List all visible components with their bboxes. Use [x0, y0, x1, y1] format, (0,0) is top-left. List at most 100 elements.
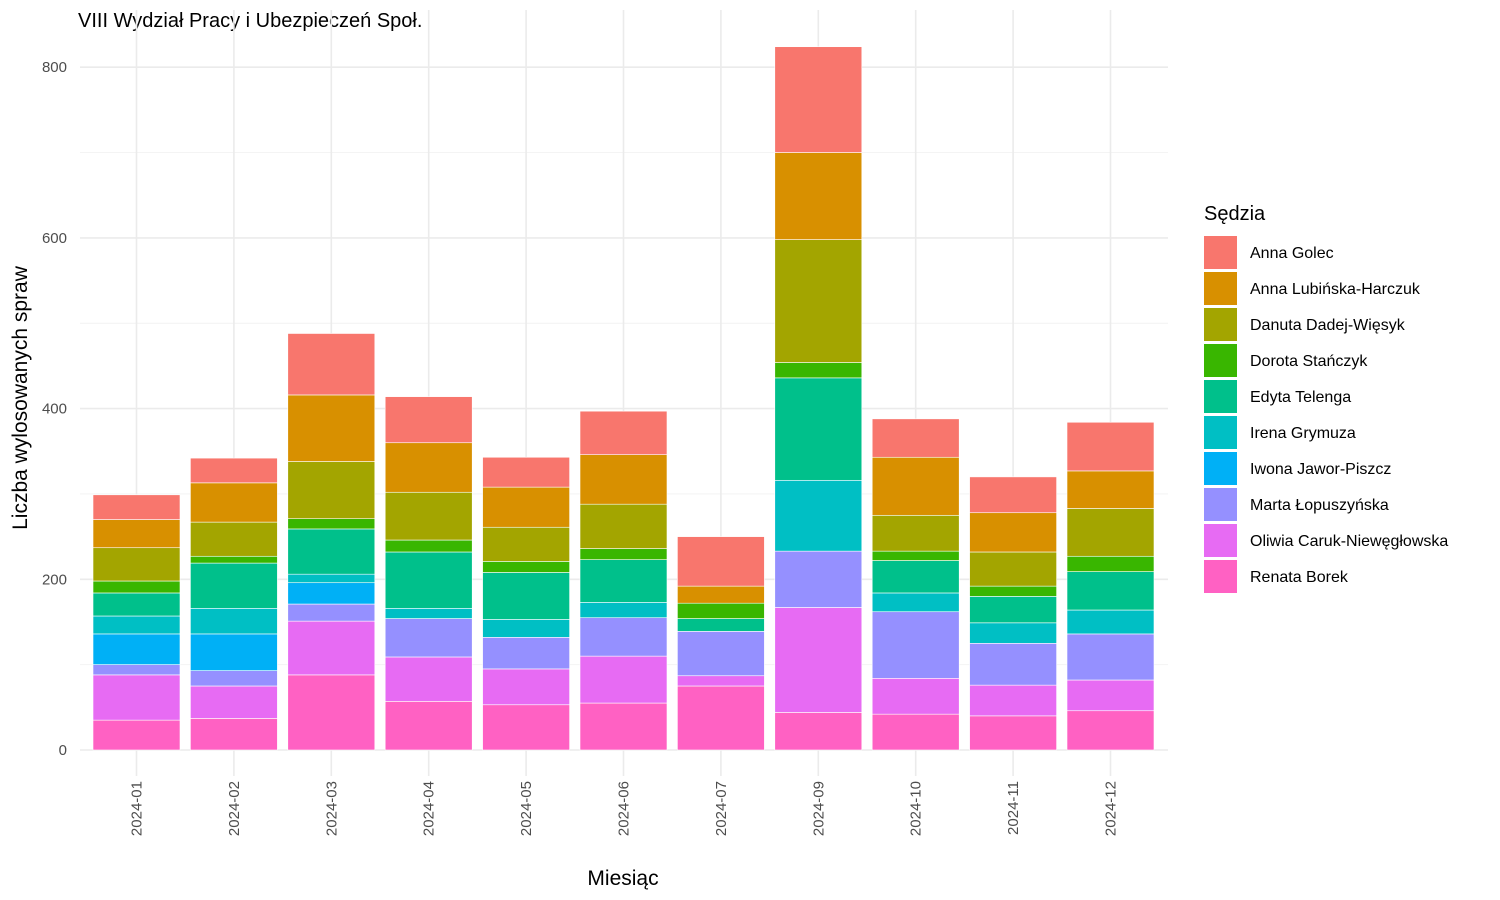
legend-label: Renata Borek [1250, 569, 1349, 586]
bar-segment [190, 457, 278, 484]
bar-segment [1066, 609, 1155, 635]
bar-segment [677, 602, 765, 619]
bar-segment [92, 719, 181, 751]
x-tick-label: 2024-12 [1103, 781, 1120, 836]
x-tick-label: 2024-06 [616, 781, 633, 836]
bar-segment [384, 539, 473, 553]
bar-segment [1066, 679, 1155, 712]
bar-segment [579, 410, 668, 455]
bar-segment [774, 46, 863, 153]
y-tick-label: 0 [59, 742, 67, 759]
bar-segment [287, 528, 376, 575]
x-tick-label: 2024-01 [129, 781, 146, 836]
bar-segment [969, 622, 1057, 644]
bar-segment [871, 560, 960, 594]
chart-title: VIII Wydział Pracy i Ubezpieczeń Społ. [78, 10, 422, 32]
bar-segment [190, 555, 278, 564]
y-axis-title: Liczba wylosowanych spraw [9, 265, 32, 530]
bar-segment [92, 615, 181, 635]
bar-segment [969, 715, 1057, 751]
bar-segment [482, 668, 570, 706]
y-tick-label: 800 [42, 59, 67, 76]
x-axis-title: Miesiąc [587, 867, 658, 890]
bar-segment [287, 394, 376, 462]
bar-segment [1066, 421, 1155, 472]
bar-segment [579, 602, 668, 619]
x-tick-label: 2024-11 [1005, 781, 1022, 835]
bar-segment [482, 486, 570, 528]
bar-segment [190, 521, 278, 557]
bar-segment [774, 607, 863, 713]
legend-label: Iwona Jawor-Piszcz [1250, 461, 1391, 478]
bar-segment [871, 418, 960, 458]
legend-key [1204, 308, 1237, 341]
y-tick-label: 400 [42, 401, 67, 418]
legend-key [1204, 416, 1237, 449]
bar-segment [1066, 571, 1155, 611]
bar-segment [871, 550, 960, 561]
bar-segment [677, 536, 765, 587]
legend-key [1204, 380, 1237, 413]
bar-segment [92, 633, 181, 665]
legend-key [1204, 344, 1237, 377]
bar-segment [190, 718, 278, 751]
bar-segment [384, 442, 473, 493]
bar-segment [969, 512, 1057, 553]
bar-segment [482, 619, 570, 638]
bar-segment [92, 494, 181, 520]
legend-label: Oliwia Caruk-Niewęgłowska [1250, 533, 1448, 550]
bar-segment [482, 704, 570, 751]
bar-segment [92, 547, 181, 582]
legend-key [1204, 452, 1237, 485]
y-tick-label: 600 [42, 230, 67, 247]
bar-segment [482, 456, 570, 488]
y-tick-label: 200 [42, 571, 67, 588]
bars [92, 46, 1155, 751]
legend-key [1204, 488, 1237, 521]
x-tick-label: 2024-03 [323, 781, 340, 836]
bar-segment [190, 685, 278, 719]
bar-segment [969, 551, 1057, 587]
bar-segment [579, 617, 668, 657]
bar-segment [774, 712, 863, 751]
legend-label: Dorota Stańczyk [1250, 353, 1368, 370]
x-tick-label: 2024-05 [518, 781, 535, 836]
x-tick-label: 2024-09 [810, 781, 827, 836]
bar-segment [287, 573, 376, 584]
bar-segment [287, 603, 376, 622]
bar-segment [774, 239, 863, 363]
bar-segment [1066, 470, 1155, 509]
bar-segment [579, 548, 668, 560]
bar-segment [579, 454, 668, 505]
bar-segment [190, 670, 278, 687]
bar-segment [871, 611, 960, 679]
bar-segment [871, 678, 960, 715]
bar-segment [384, 608, 473, 619]
legend-key [1204, 524, 1237, 557]
bar-segment [1066, 710, 1155, 751]
bar-segment [774, 377, 863, 481]
bar-segment [871, 514, 960, 552]
bar-segment [579, 702, 668, 751]
x-tick-label: 2024-02 [226, 781, 243, 836]
bar-segment [287, 674, 376, 751]
x-axis-ticks: 2024-01 2024-02 2024-03 2024-04 2024-05 2024-… [129, 781, 1120, 836]
legend-label: Anna Lubińska-Harczuk [1250, 281, 1421, 298]
bar-segment [384, 396, 473, 444]
bar-segment [969, 596, 1057, 624]
bar-segment [579, 559, 668, 603]
bar-segment [969, 684, 1057, 717]
bar-segment [579, 655, 668, 704]
legend-label: Irena Grymuza [1250, 425, 1356, 442]
bar-segment [287, 582, 376, 605]
bar-segment [969, 585, 1057, 597]
bar-segment [92, 580, 181, 594]
bar-segment [677, 631, 765, 677]
bar-segment [384, 656, 473, 702]
bar-segment [677, 585, 765, 604]
bar-segment [871, 713, 960, 751]
bar-segment [384, 701, 473, 751]
bar-segment [92, 519, 181, 549]
legend-key [1204, 236, 1237, 269]
